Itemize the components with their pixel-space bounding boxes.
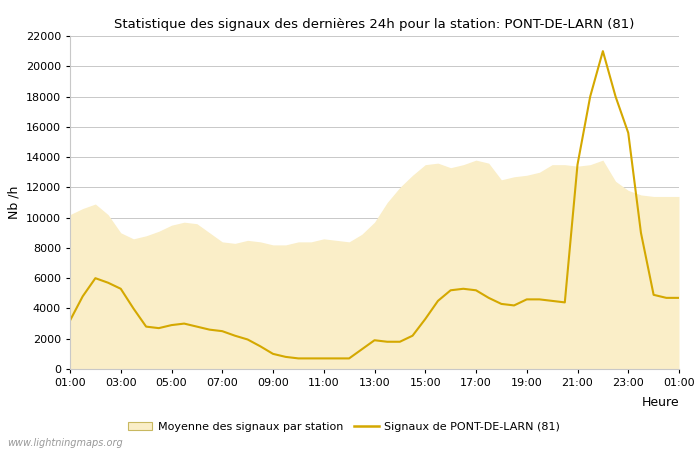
Title: Statistique des signaux des dernières 24h pour la station: PONT-DE-LARN (81): Statistique des signaux des dernières 24… <box>114 18 635 31</box>
Text: Heure: Heure <box>641 396 679 409</box>
Y-axis label: Nb /h: Nb /h <box>7 186 20 219</box>
Legend: Moyenne des signaux par station, Signaux de PONT-DE-LARN (81): Moyenne des signaux par station, Signaux… <box>123 418 565 436</box>
Text: www.lightningmaps.org: www.lightningmaps.org <box>7 438 122 448</box>
